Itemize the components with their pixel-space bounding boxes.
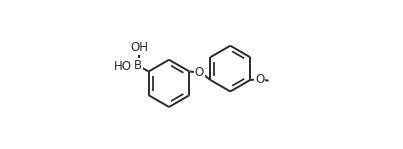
Text: HO: HO (114, 60, 132, 73)
Text: O: O (255, 73, 264, 86)
Text: B: B (134, 59, 142, 72)
Text: O: O (195, 66, 204, 79)
Text: OH: OH (131, 41, 148, 54)
